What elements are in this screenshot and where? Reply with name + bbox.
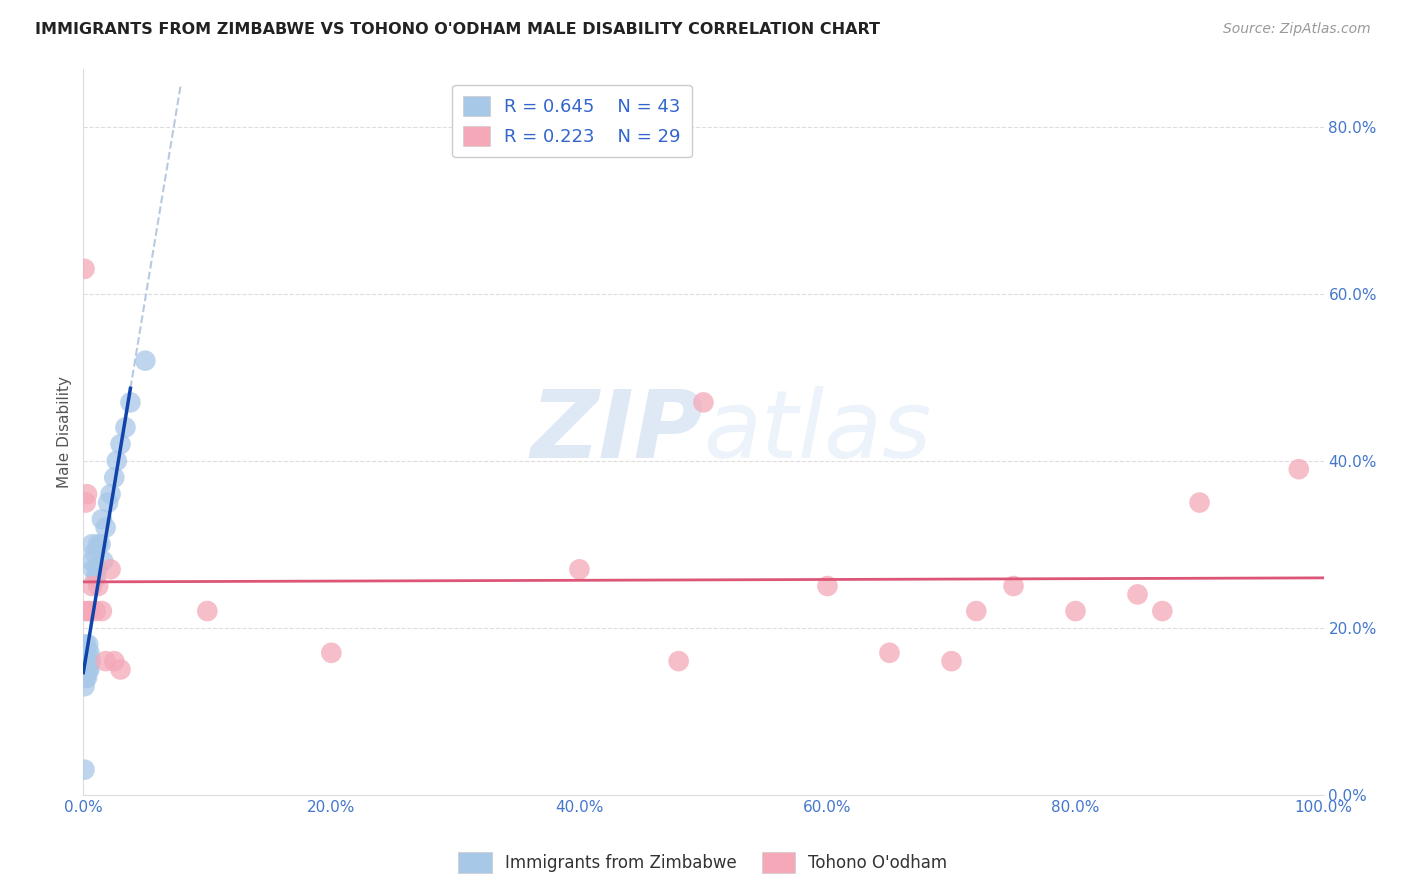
Point [73, 763, 96, 777]
Point [1064, 604, 1087, 618]
Point [105, 454, 128, 468]
Point [79, 663, 101, 677]
Point [73, 663, 96, 677]
Point [80, 654, 103, 668]
Point [86, 562, 108, 576]
Point [84, 604, 107, 618]
Point [79, 646, 101, 660]
Point [94, 654, 117, 668]
Point [817, 579, 839, 593]
Point [941, 654, 963, 668]
Point [73, 261, 96, 276]
Point [77, 637, 100, 651]
Point [110, 663, 132, 677]
Point [1152, 604, 1174, 618]
Point [75, 637, 97, 651]
Point [90, 537, 112, 551]
Point [568, 562, 591, 576]
Point [692, 395, 714, 409]
Point [1288, 462, 1310, 476]
Point [82, 562, 104, 576]
Point [90, 512, 112, 526]
Point [110, 437, 132, 451]
Point [76, 646, 98, 660]
Point [120, 395, 142, 409]
Text: IMMIGRANTS FROM ZIMBABWE VS TOHONO O'ODHAM MALE DISABILITY CORRELATION CHART: IMMIGRANTS FROM ZIMBABWE VS TOHONO O'ODH… [35, 22, 880, 37]
Point [77, 654, 100, 668]
Point [965, 604, 987, 618]
Point [76, 671, 98, 685]
Point [73, 679, 96, 693]
Legend: Immigrants from Zimbabwe, Tohono O'odham: Immigrants from Zimbabwe, Tohono O'odham [451, 846, 955, 880]
Legend: R = 0.645    N = 43, R = 0.223    N = 29: R = 0.645 N = 43, R = 0.223 N = 29 [451, 85, 692, 157]
Point [90, 604, 112, 618]
Point [73, 663, 96, 677]
Point [134, 353, 156, 368]
Point [114, 420, 136, 434]
Point [75, 671, 97, 685]
Point [80, 537, 103, 551]
Point [73, 646, 96, 660]
Point [94, 520, 117, 534]
Point [73, 671, 96, 685]
Point [79, 604, 101, 618]
Point [87, 579, 110, 593]
Point [73, 604, 96, 618]
Point [879, 646, 901, 660]
Y-axis label: Male Disability: Male Disability [58, 376, 72, 488]
Point [87, 537, 110, 551]
Point [77, 663, 100, 677]
Point [84, 571, 107, 585]
Point [76, 654, 98, 668]
Point [1188, 495, 1211, 509]
Text: ZIP: ZIP [530, 385, 703, 477]
Point [321, 646, 343, 660]
Point [195, 604, 218, 618]
Point [75, 495, 97, 509]
Point [100, 487, 122, 501]
Point [668, 654, 690, 668]
Point [73, 654, 96, 668]
Point [83, 546, 105, 560]
Point [1126, 587, 1149, 601]
Point [80, 579, 103, 593]
Point [80, 554, 103, 568]
Point [103, 470, 125, 484]
Point [75, 663, 97, 677]
Point [77, 604, 100, 618]
Text: Source: ZipAtlas.com: Source: ZipAtlas.com [1223, 22, 1371, 37]
Point [97, 495, 120, 509]
Point [75, 654, 97, 668]
Point [100, 562, 122, 576]
Point [91, 554, 114, 568]
Point [75, 663, 97, 677]
Point [1002, 579, 1025, 593]
Point [75, 646, 97, 660]
Point [103, 654, 125, 668]
Point [73, 654, 96, 668]
Text: atlas: atlas [703, 386, 932, 477]
Point [76, 487, 98, 501]
Point [76, 663, 98, 677]
